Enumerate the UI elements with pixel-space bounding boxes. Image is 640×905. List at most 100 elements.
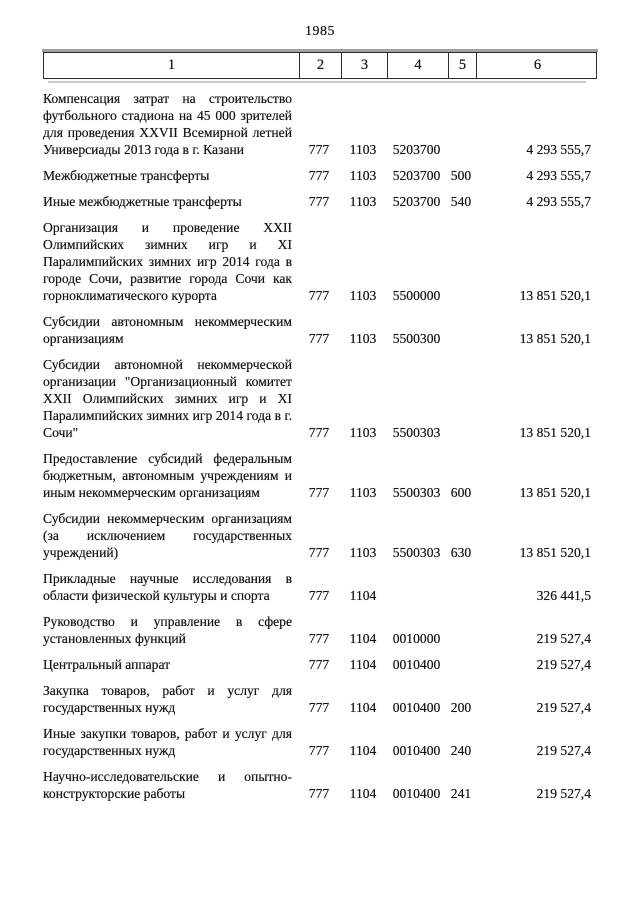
row-section-code: 1104 [349, 700, 377, 715]
row-amount: 13 851 520,1 [519, 545, 591, 560]
table-row: Научно-исследовательские и опытно-констр… [43, 768, 597, 802]
row-chapter-code: 777 [308, 743, 330, 758]
row-section-code: 1104 [349, 657, 377, 672]
row-amount: 4 293 555,7 [526, 142, 591, 157]
row-expense-type-code: 240 [450, 743, 472, 758]
table-body: Компенсация затрат на строительство футб… [43, 84, 597, 802]
row-expense-type-code: 500 [450, 168, 472, 183]
row-chapter-code: 777 [308, 425, 330, 440]
row-target-article-code: 5203700 [392, 142, 441, 157]
row-section-code: 1103 [349, 545, 377, 560]
row-expense-name: Руководство и управление в сфере установ… [43, 614, 292, 646]
row-section-code: 1103 [349, 485, 377, 500]
row-target-article-code: 5203700 [392, 168, 441, 183]
row-expense-name: Межбюджетные трансферты [43, 168, 210, 183]
row-amount: 13 851 520,1 [519, 485, 591, 500]
column-header-2: 2 [299, 53, 341, 78]
row-target-article-code: 5500303 [392, 425, 441, 440]
row-expense-type-code: 241 [450, 786, 472, 801]
table-row: Иные межбюджетные трансферты 777 1103 52… [43, 193, 597, 210]
table-row: Руководство и управление в сфере установ… [43, 613, 597, 647]
table-row: Компенсация затрат на строительство футб… [43, 90, 597, 158]
row-amount: 4 293 555,7 [526, 194, 591, 209]
row-amount: 219 527,4 [536, 700, 591, 715]
table-row: Организация и проведение XXII Олимпийски… [43, 219, 597, 304]
table-row: Закупка товаров, работ и услуг для госуд… [43, 682, 597, 716]
row-section-code: 1104 [349, 631, 377, 646]
row-section-code: 1103 [349, 331, 377, 346]
row-chapter-code: 777 [308, 142, 330, 157]
row-expense-name: Центральный аппарат [43, 657, 171, 672]
table-row: Предоставление субсидий федеральным бюдж… [43, 450, 597, 501]
row-expense-name: Закупка товаров, работ и услуг для госуд… [43, 683, 292, 715]
table-row: Субсидии автономной некоммерческой орган… [43, 356, 597, 441]
row-amount: 219 527,4 [536, 786, 591, 801]
row-target-article-code: 0010400 [392, 657, 441, 672]
row-chapter-code: 777 [308, 700, 330, 715]
row-target-article-code: 5500303 [392, 545, 441, 560]
row-expense-name: Компенсация затрат на строительство футб… [43, 91, 292, 157]
row-section-code: 1103 [349, 168, 377, 183]
row-target-article-code: 0010000 [392, 631, 441, 646]
table-row: Прикладные научные исследования в област… [43, 570, 597, 604]
table-row: Субсидии автономным некоммерческим орган… [43, 313, 597, 347]
row-expense-name: Предоставление субсидий федеральным бюдж… [43, 451, 292, 500]
table-row: Центральный аппарат 777 1104 0010400 219… [43, 656, 597, 673]
column-header-6: 6 [476, 53, 598, 78]
row-chapter-code: 777 [308, 288, 330, 303]
row-target-article-code: 0010400 [392, 786, 441, 801]
row-chapter-code: 777 [308, 588, 330, 603]
row-amount: 13 851 520,1 [519, 425, 591, 440]
row-target-article-code: 0010400 [392, 700, 441, 715]
row-chapter-code: 777 [308, 786, 330, 801]
row-expense-name: Субсидии автономным некоммерческим орган… [43, 314, 292, 346]
row-expense-name: Организация и проведение XXII Олимпийски… [43, 220, 292, 303]
column-header-3: 3 [341, 53, 387, 78]
row-section-code: 1104 [349, 786, 377, 801]
row-section-code: 1103 [349, 425, 377, 440]
row-chapter-code: 777 [308, 631, 330, 646]
row-target-article-code: 5203700 [392, 194, 441, 209]
row-chapter-code: 777 [308, 545, 330, 560]
row-section-code: 1104 [349, 588, 377, 603]
table-row: Межбюджетные трансферты 777 1103 5203700… [43, 167, 597, 184]
column-header-4: 4 [387, 53, 448, 78]
table-row: Иные закупки товаров, работ и услуг для … [43, 725, 597, 759]
row-expense-name: Иные закупки товаров, работ и услуг для … [43, 726, 292, 758]
row-chapter-code: 777 [308, 485, 330, 500]
table-row: Субсидии некоммерческим организациям (за… [43, 510, 597, 561]
row-chapter-code: 777 [308, 168, 330, 183]
row-amount: 13 851 520,1 [519, 288, 591, 303]
row-amount: 219 527,4 [536, 631, 591, 646]
table-header-row: 1 2 3 4 5 6 [42, 49, 598, 83]
column-header-5: 5 [448, 53, 476, 78]
row-expense-name: Субсидии автономной некоммерческой орган… [43, 357, 292, 440]
row-chapter-code: 777 [308, 657, 330, 672]
row-amount: 326 441,5 [536, 588, 591, 603]
row-section-code: 1104 [349, 743, 377, 758]
row-expense-type-code: 540 [450, 194, 472, 209]
row-target-article-code: 5500000 [392, 288, 441, 303]
row-amount: 13 851 520,1 [519, 331, 591, 346]
row-amount: 219 527,4 [536, 743, 591, 758]
row-target-article-code: 0010400 [392, 743, 441, 758]
row-expense-name: Иные межбюджетные трансферты [43, 194, 242, 209]
column-header-1: 1 [167, 57, 176, 73]
row-chapter-code: 777 [308, 331, 330, 346]
row-section-code: 1103 [349, 288, 377, 303]
row-target-article-code: 5500303 [392, 485, 441, 500]
row-expense-name: Прикладные научные исследования в област… [43, 571, 292, 603]
row-expense-type-code: 200 [450, 700, 472, 715]
row-amount: 219 527,4 [536, 657, 591, 672]
row-section-code: 1103 [349, 142, 377, 157]
row-expense-name: Научно-исследовательские и опытно-констр… [43, 769, 292, 801]
row-expense-name: Субсидии некоммерческим организациям (за… [43, 511, 292, 560]
row-amount: 4 293 555,7 [526, 168, 591, 183]
row-section-code: 1103 [349, 194, 377, 209]
page-number: 1985 [305, 24, 335, 39]
row-target-article-code: 5500300 [392, 331, 441, 346]
row-expense-type-code: 600 [450, 485, 472, 500]
row-chapter-code: 777 [308, 194, 330, 209]
row-expense-type-code: 630 [450, 545, 472, 560]
